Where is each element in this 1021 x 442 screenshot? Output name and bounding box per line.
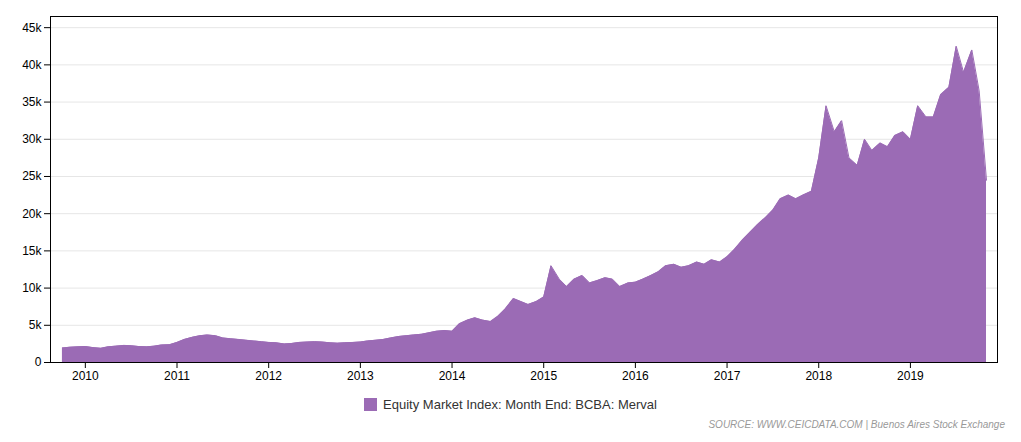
svg-text:2016: 2016 [622,369,649,383]
svg-text:2013: 2013 [347,369,374,383]
svg-text:15k: 15k [22,244,42,258]
svg-text:30k: 30k [22,132,42,146]
svg-text:0: 0 [35,355,42,369]
svg-text:5k: 5k [29,318,43,332]
svg-text:20k: 20k [22,207,42,221]
svg-text:2015: 2015 [530,369,557,383]
html-text:Equity Market Index: Month End: Equity Market Index: Month End: BCBA: Me… [383,396,657,412]
svg-text:25k: 25k [22,169,42,183]
svg-text:10k: 10k [22,281,42,295]
svg-text:2014: 2014 [439,369,466,383]
svg-text:35k: 35k [22,95,42,109]
svg-text:40k: 40k [22,58,42,72]
svg-text:2010: 2010 [72,369,99,383]
svg-text:2019: 2019 [897,369,924,383]
svg-text:2018: 2018 [805,369,832,383]
svg-text:2012: 2012 [255,369,282,383]
html-text:SOURCE: WWW.CEICDATA.COM | Bue: SOURCE: WWW.CEICDATA.COM | Buenos Aires … [708,419,1005,430]
svg-text:2017: 2017 [714,369,741,383]
svg-text:45k: 45k [22,21,42,35]
svg-text:2011: 2011 [164,369,190,383]
